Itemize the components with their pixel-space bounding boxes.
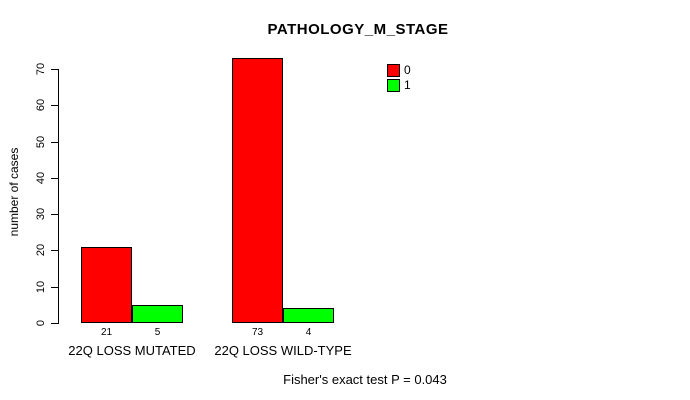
y-axis-tick <box>51 323 58 324</box>
y-axis-label-text: number of cases <box>7 147 21 237</box>
y-axis-tick-label: 70 <box>35 62 47 76</box>
bar-1 <box>132 304 183 323</box>
y-axis-tick <box>51 214 58 216</box>
y-axis-tick <box>51 105 58 107</box>
y-axis-tick-label: 30 <box>35 208 47 221</box>
y-axis-tick-label: 20 <box>35 244 47 257</box>
bar-value-label: 5 <box>154 327 161 338</box>
y-axis-tick <box>51 286 58 288</box>
bar-value-label: 21 <box>100 327 113 338</box>
legend-swatch-1 <box>387 79 400 92</box>
legend-label-1: 1 <box>404 78 411 92</box>
legend-label-0: 0 <box>404 63 411 77</box>
stat-annotation: Fisher's exact test P = 0.043 <box>283 372 447 387</box>
bar-1 <box>283 308 334 323</box>
bar-0 <box>232 58 283 323</box>
y-axis-tick-label: 50 <box>35 135 47 148</box>
bar-value-label: 4 <box>305 327 312 338</box>
bar-0 <box>81 246 132 323</box>
y-axis-tick <box>51 250 58 252</box>
y-axis-tick-label: 10 <box>35 280 47 293</box>
legend-swatch-0 <box>387 64 400 77</box>
y-axis-tick-label: 40 <box>35 171 47 184</box>
category-label: 22Q LOSS WILD-TYPE <box>214 343 352 358</box>
bar-value-label: 73 <box>251 327 264 338</box>
y-axis-tick-label: 0 <box>35 319 47 327</box>
category-label: 22Q LOSS MUTATED <box>68 343 196 358</box>
y-axis-tick <box>51 141 58 143</box>
y-axis-tick <box>51 177 58 179</box>
y-axis-line <box>58 69 59 324</box>
y-axis-tick-label: 60 <box>35 99 47 112</box>
chart-title: PATHOLOGY_M_STAGE <box>267 21 449 38</box>
y-axis-tick <box>51 69 58 70</box>
